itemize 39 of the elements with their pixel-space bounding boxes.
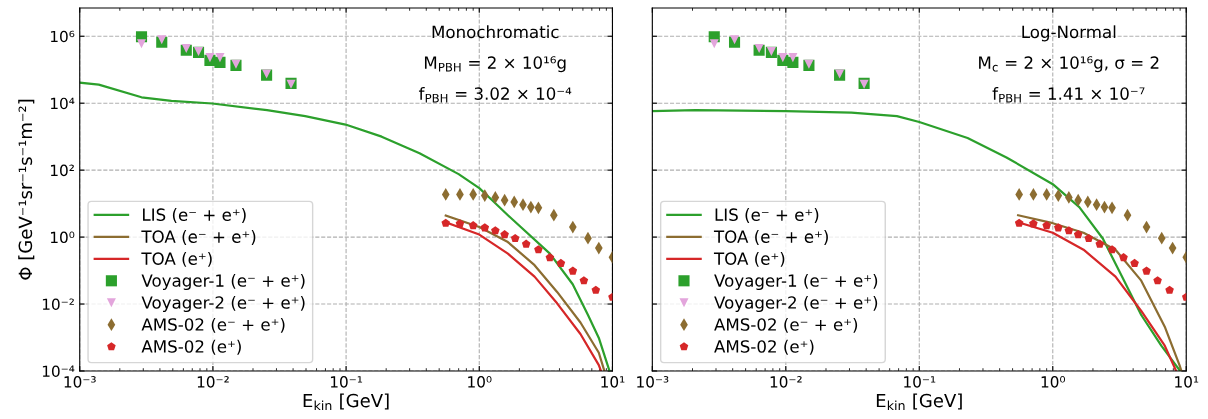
legend-label: TOA (e⁻ + e⁺): [141, 230, 256, 245]
y-tick-label: 10⁻⁴: [42, 365, 75, 377]
y-tick-label: 10⁴: [50, 97, 75, 110]
x-tick-label: 10⁻³: [64, 376, 96, 388]
legend-label: TOA (e⁺): [141, 252, 212, 267]
legend-label: LIS (e⁻ + e⁺): [143, 208, 246, 223]
legend-label: TOA (e⁺): [713, 252, 785, 267]
legend-label: LIS (e⁻ + e⁺): [715, 208, 819, 223]
x-tick-label: 10⁻¹: [904, 376, 936, 388]
x-tick-label: 10⁻²: [197, 376, 229, 388]
y-tick-label: 10²: [50, 164, 74, 177]
annotation: Monochromatic: [432, 25, 559, 39]
legend-label: AMS-02 (e⁺): [141, 339, 241, 355]
y-tick-label: 10⁰: [50, 231, 75, 244]
legend-label: Voyager-2 (e⁻ + e⁺): [141, 295, 305, 313]
legend-label: Voyager-1 (e⁻ + e⁺): [141, 273, 305, 291]
legend-label: AMS-02 (e⁻ + e⁺): [141, 317, 285, 333]
y-tick-label: 10⁶: [50, 30, 75, 43]
x-axis-title: E$_{kin}$ [GeV]: [876, 393, 962, 411]
y-tick-label: 10⁻²: [42, 298, 74, 311]
x-tick-label: 10⁰: [1041, 376, 1066, 388]
annotation: M$_{PBH}$ = 2 × 10¹⁶g: [424, 56, 566, 73]
x-tick-label: 10⁻¹: [330, 376, 363, 388]
legend-label: TOA (e⁻ + e⁺): [713, 230, 828, 245]
x-tick-label: 10¹: [601, 376, 625, 388]
annotation: Log-Normal: [1022, 25, 1116, 42]
x-tick-label: 10⁻²: [770, 376, 802, 388]
legend-label: Voyager-1 (e⁻ + e⁺): [714, 273, 878, 291]
legend-label: AMS-02 (e⁺): [714, 339, 814, 355]
annotation: M$_{c}$ = 2 × 10¹⁶g, σ = 2: [979, 56, 1159, 73]
x-axis-title: E$_{kin}$ [GeV]: [303, 393, 389, 411]
x-tick-label: 10⁻³: [637, 376, 669, 388]
x-tick-label: 10⁰: [468, 376, 492, 388]
legend-label: AMS-02 (e⁻ + e⁺): [714, 317, 858, 333]
legend-label: Voyager-2 (e⁻ + e⁺): [714, 295, 878, 313]
x-tick-label: 10¹: [1175, 376, 1199, 388]
annotation: f$_{PBH}$ = 1.41 × 10⁻⁷: [992, 87, 1145, 103]
annotation: f$_{PBH}$ = 3.02 × 10⁻⁴: [418, 87, 572, 103]
y-axis-title: Φ [GeV⁻¹sr⁻¹s⁻¹m⁻²]: [18, 99, 35, 280]
